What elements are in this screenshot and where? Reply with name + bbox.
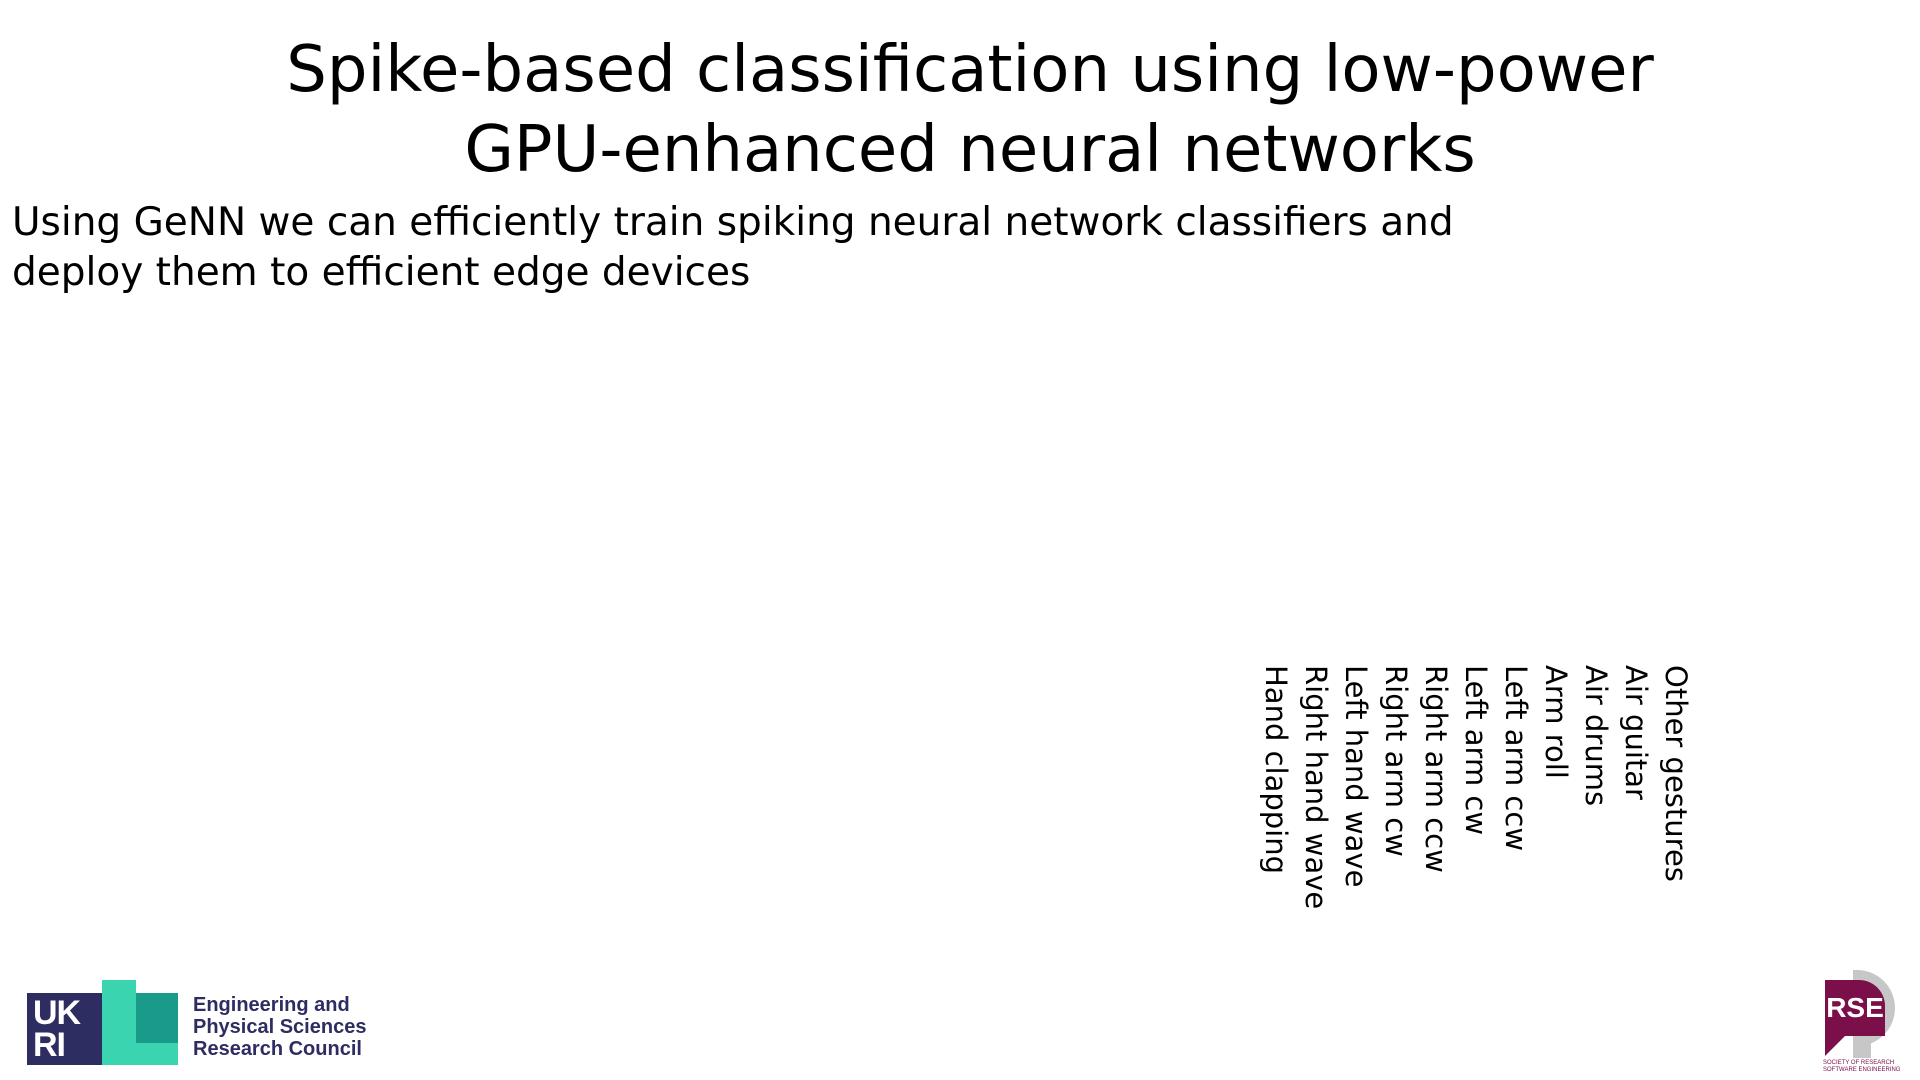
rse-mark: RSE (1825, 980, 1885, 1036)
epsrc-wordmark: Engineering and Physical Sciences Resear… (193, 994, 366, 1060)
ukri-green-bar (102, 980, 136, 1065)
rse-mark-tail (1825, 1036, 1845, 1056)
epsrc-line-2: Physical Sciences (193, 1016, 367, 1038)
gesture-class-labels: Other gestures Air guitar Air drums Arm … (1250, 665, 1700, 909)
gesture-label-arm-roll: Arm roll (1539, 665, 1573, 779)
rse-caption-line-2: SOFTWARE ENGINEERING (1823, 1067, 1901, 1073)
gesture-label-right-arm-cw: Right arm cw (1379, 665, 1413, 857)
slide-title: Spike-based classification using low-pow… (0, 30, 1920, 190)
epsrc-line-3: Research Council (193, 1038, 362, 1060)
ukri-mark: UK RI (27, 993, 102, 1065)
slide-subtitle-line-2: deploy them to efficient edge devices (12, 250, 751, 295)
gesture-label-other-gestures: Other gestures (1659, 665, 1693, 882)
rse-caption-line-1: SOCIETY OF RESEARCH (1823, 1060, 1895, 1066)
ukri-mark-ri: RI (33, 1026, 66, 1064)
slide-title-line-1: Spike-based classification using low-pow… (286, 33, 1654, 107)
ukri-epsrc-logo: UK RI Engineering and Physical Sciences … (27, 980, 377, 1068)
gesture-label-air-drums: Air drums (1579, 665, 1613, 807)
gesture-label-left-hand-wave: Left hand wave (1339, 665, 1373, 888)
gesture-label-right-hand-wave: Right hand wave (1299, 665, 1333, 910)
rse-logo-shadow-tail (1853, 1040, 1871, 1058)
rse-caption: SOCIETY OF RESEARCH SOFTWARE ENGINEERING (1823, 1060, 1900, 1074)
ukri-mark-uk: UK (33, 994, 81, 1032)
gesture-label-air-guitar: Air guitar (1619, 665, 1653, 800)
gesture-label-left-arm-cw: Left arm cw (1459, 665, 1493, 836)
slide-subtitle-line-1: Using GeNN we can efficiently train spik… (12, 200, 1454, 245)
slide-subtitle: Using GeNN we can efficiently train spik… (12, 198, 1572, 298)
gesture-label-right-arm-ccw: Right arm ccw (1419, 665, 1453, 873)
gesture-label-left-arm-ccw: Left arm ccw (1499, 665, 1533, 852)
slide-title-line-2: GPU-enhanced neural networks (464, 113, 1476, 187)
epsrc-line-1: Engineering and (193, 994, 350, 1016)
gesture-label-hand-clapping: Hand clapping (1259, 665, 1293, 875)
rse-logo: RSE SOCIETY OF RESEARCH SOFTWARE ENGINEE… (1823, 970, 1903, 1075)
ukri-teal-block (136, 993, 178, 1043)
